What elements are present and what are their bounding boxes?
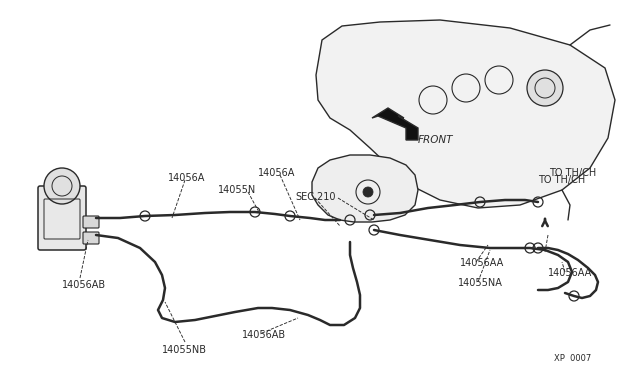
Text: 14056A: 14056A [258, 168, 296, 178]
Text: FRONT: FRONT [418, 135, 454, 145]
Polygon shape [372, 108, 418, 140]
Text: 14055NA: 14055NA [458, 278, 503, 288]
Text: TO TH/CH: TO TH/CH [549, 168, 596, 178]
Circle shape [44, 168, 80, 204]
Text: 14055NB: 14055NB [162, 345, 207, 355]
Text: 14056AB: 14056AB [242, 330, 286, 340]
Text: 14056A: 14056A [168, 173, 205, 183]
Text: 14056AB: 14056AB [62, 280, 106, 290]
Circle shape [363, 187, 373, 197]
Text: 14055N: 14055N [218, 185, 256, 195]
FancyBboxPatch shape [38, 186, 86, 250]
FancyBboxPatch shape [83, 216, 99, 228]
Circle shape [527, 70, 563, 106]
Text: 14056AA: 14056AA [548, 268, 592, 278]
Text: SEC.210: SEC.210 [295, 192, 335, 202]
FancyBboxPatch shape [83, 232, 99, 244]
Polygon shape [316, 20, 615, 208]
Text: TO TH/CH: TO TH/CH [538, 175, 585, 185]
Text: 14056AA: 14056AA [460, 258, 504, 268]
Text: XP  0007: XP 0007 [554, 354, 591, 363]
Polygon shape [312, 155, 418, 222]
